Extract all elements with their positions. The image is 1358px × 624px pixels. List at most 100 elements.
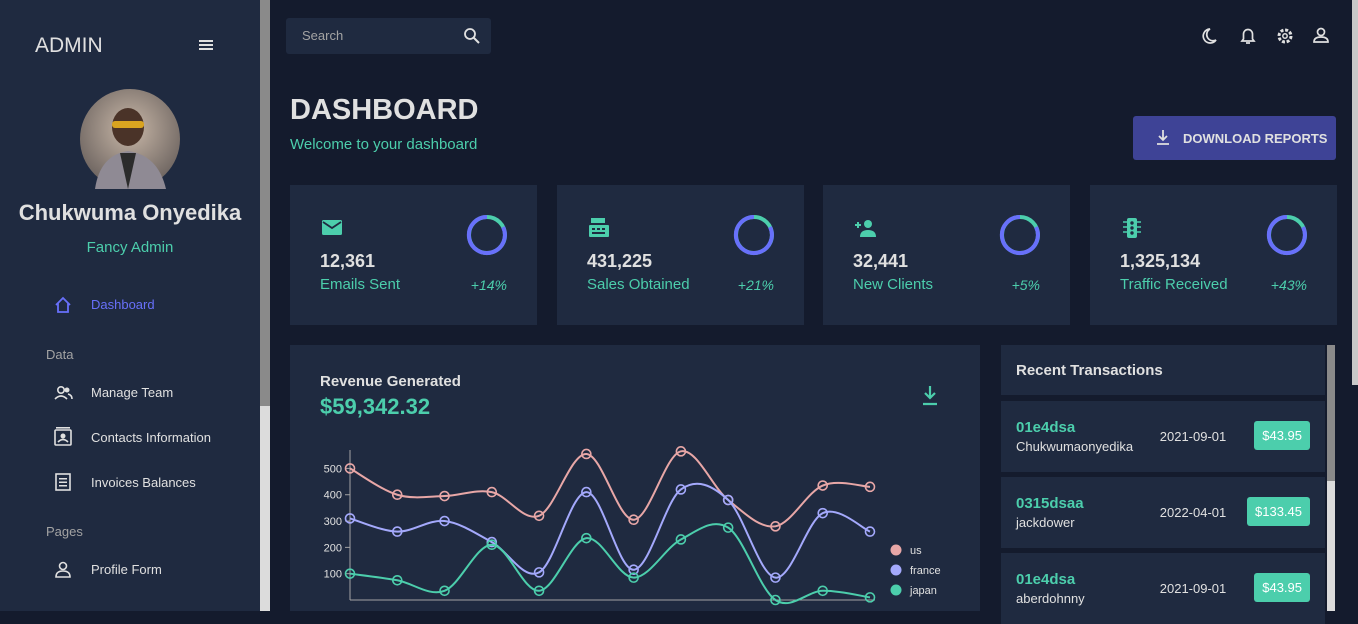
transaction-date: 2022-04-01 [1159,505,1227,520]
revenue-download[interactable] [921,385,939,407]
data-point [628,572,639,583]
page-subtitle: Welcome to your dashboard [290,136,478,153]
transaction-id: 01e4dsa [1016,419,1076,436]
revenue-chart: 100 200 300 400 500 us france japan [324,446,941,606]
transactions-header: Recent Transactions [1001,345,1325,395]
legend-swatch [890,564,902,576]
contacts-icon [54,427,72,446]
data-point [439,515,450,527]
stat-change: +43% [1270,277,1307,293]
sidebar: ADMIN Chukwuma Onyedika Fancy Admin Dash… [0,0,260,611]
series-line [349,482,871,579]
data-point [533,510,545,522]
settings[interactable] [1277,28,1293,44]
data-point [628,564,639,576]
stat-label: New Clients [853,276,934,293]
stat-icon [855,220,876,237]
transaction-id: 01e4dsa [1016,571,1076,588]
data-point [770,521,781,532]
revenue-panel: Revenue Generated $59,342.32 100 200 300 40… [290,345,980,611]
transaction-cost[interactable]: $43.95 [1254,573,1310,602]
data-point [439,585,450,597]
home-icon [55,296,71,313]
transactions-title: Recent Transactions [1016,362,1163,379]
page-title: DASHBOARD [290,94,479,126]
stat-icon [589,218,609,237]
data-point [439,490,450,502]
transaction-user: aberdohnny [1016,591,1085,606]
stat-value: 431,225 [587,251,653,271]
nav-item[interactable]: Manage Team [91,385,174,400]
legend-label: france [910,565,941,577]
y-tick-label: 300 [324,516,342,528]
nav-section: Pages [46,524,83,539]
revenue-amount: $59,342.32 [320,394,431,419]
stat-value: 12,361 [320,251,376,271]
download-button[interactable]: DOWNLOAD REPORTS [1133,116,1336,160]
data-point [391,526,403,537]
data-point [581,486,592,498]
team-icon [54,385,73,400]
nav-section: Data [46,347,74,362]
data-point [581,448,592,460]
data-point [864,592,876,603]
progress-ring [999,214,1040,255]
y-tick-label: 100 [324,569,342,581]
data-point [391,574,403,586]
transaction-user: Chukwumaonyedika [1016,439,1134,454]
menu-toggle[interactable] [196,36,216,54]
nav-item[interactable]: Invoices Balances [91,475,196,490]
transaction-cost[interactable]: $43.95 [1254,421,1310,450]
data-point [864,481,876,493]
theme-toggle[interactable] [1202,28,1217,44]
data-point [486,486,498,498]
transaction-user: jackdower [1016,515,1075,530]
transaction-cost[interactable]: $133.45 [1247,497,1310,526]
profile-icon [55,561,71,578]
avatar [80,89,180,189]
y-tick-label: 400 [324,490,342,502]
data-point [628,514,639,526]
stat-card: 1,325,134 Traffic Received +43% [1090,185,1337,325]
transaction-row: 01e4dsa aberdohnny 2021-09-01 $43.95 [1001,553,1325,624]
data-point [675,484,687,495]
data-point [675,534,687,545]
brand: ADMIN [35,34,103,57]
profile[interactable] [1313,27,1329,43]
nav-item[interactable]: Profile Form [91,562,162,577]
search-placeholder: Search [302,28,344,43]
legend-swatch [890,544,902,556]
y-tick-label: 500 [324,463,342,475]
data-point [533,585,545,597]
data-point [817,585,829,597]
transaction-id: 0315dsaa [1016,495,1084,512]
data-point [817,507,829,519]
data-point [391,489,403,501]
series-line [349,450,871,528]
data-point [344,463,356,474]
data-point [864,526,876,537]
progress-ring [466,214,507,255]
stat-icon [1123,218,1141,238]
transactions-scrollbar-thumb[interactable] [1327,345,1335,481]
stat-card: 12,361 Emails Sent +14% [290,185,537,325]
stat-label: Emails Sent [320,276,401,293]
sidebar-scrollbar-thumb[interactable] [260,0,270,406]
data-point [533,567,545,578]
stat-card: 431,225 Sales Obtained +21% [557,185,804,325]
stat-card: 32,441 New Clients +5% [823,185,1070,325]
y-tick-label: 200 [324,542,342,554]
notifications[interactable] [1240,28,1256,44]
search-box[interactable]: Search [286,18,491,54]
nav-item-active[interactable]: Dashboard [91,297,155,312]
legend-label: japan [909,585,937,597]
search-icon[interactable] [463,27,481,45]
stat-change: +14% [470,277,507,293]
progress-ring [733,214,774,255]
download-label: DOWNLOAD REPORTS [1183,131,1328,146]
download-icon [1157,130,1169,145]
stat-value: 1,325,134 [1120,251,1201,271]
nav-item[interactable]: Contacts Information [91,430,211,445]
transaction-row: 0315dsaa jackdower 2022-04-01 $133.45 [1001,477,1325,548]
